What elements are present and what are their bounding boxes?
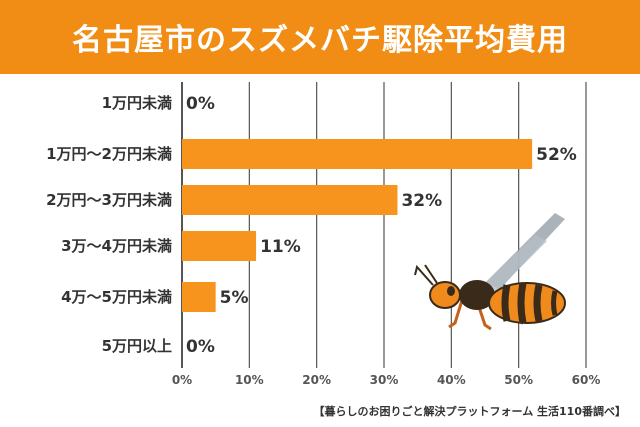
bar xyxy=(182,185,398,215)
x-tick-label: 40% xyxy=(437,373,466,387)
x-tick-label: 50% xyxy=(504,373,533,387)
data-label: 52% xyxy=(536,145,577,165)
category-label: 3万〜4万円未満 xyxy=(61,237,172,255)
source-note: 【暮らしのお困りごと解決プラットフォーム 生活110番調べ】 xyxy=(313,405,626,418)
category-label: 1万円未満 xyxy=(102,94,172,112)
bar xyxy=(182,231,257,261)
category-label: 4万〜5万円未満 xyxy=(61,288,172,306)
bar xyxy=(182,139,533,169)
hornet-icon xyxy=(414,213,566,331)
category-label: 1万円〜2万円未満 xyxy=(46,145,172,163)
x-tick-label: 20% xyxy=(302,373,331,387)
x-tick-label: 30% xyxy=(370,373,399,387)
bars-layer xyxy=(182,139,533,312)
title-bar: 名古屋市のスズメバチ駆除平均費用 xyxy=(0,0,640,74)
grid-layer xyxy=(181,82,587,368)
x-tick-label: 0% xyxy=(172,373,192,387)
data-label: 0% xyxy=(186,94,215,114)
data-label: 0% xyxy=(186,337,215,357)
x-tick-label: 10% xyxy=(235,373,264,387)
category-label: 2万円〜3万円未満 xyxy=(46,191,172,209)
bar xyxy=(182,282,216,312)
data-label: 11% xyxy=(260,237,301,257)
data-label: 5% xyxy=(220,288,249,308)
chart-title: 名古屋市のスズメバチ駆除平均費用 xyxy=(72,23,568,58)
labels-layer: 0% 10% 20% 30% 40% 50% 60% 1万円未満 0% 1万円〜2万円未満 52% 2… xyxy=(46,94,600,387)
x-tick-label: 60% xyxy=(572,373,601,387)
category-label: 5万円以上 xyxy=(102,337,172,355)
data-label: 32% xyxy=(401,191,442,211)
